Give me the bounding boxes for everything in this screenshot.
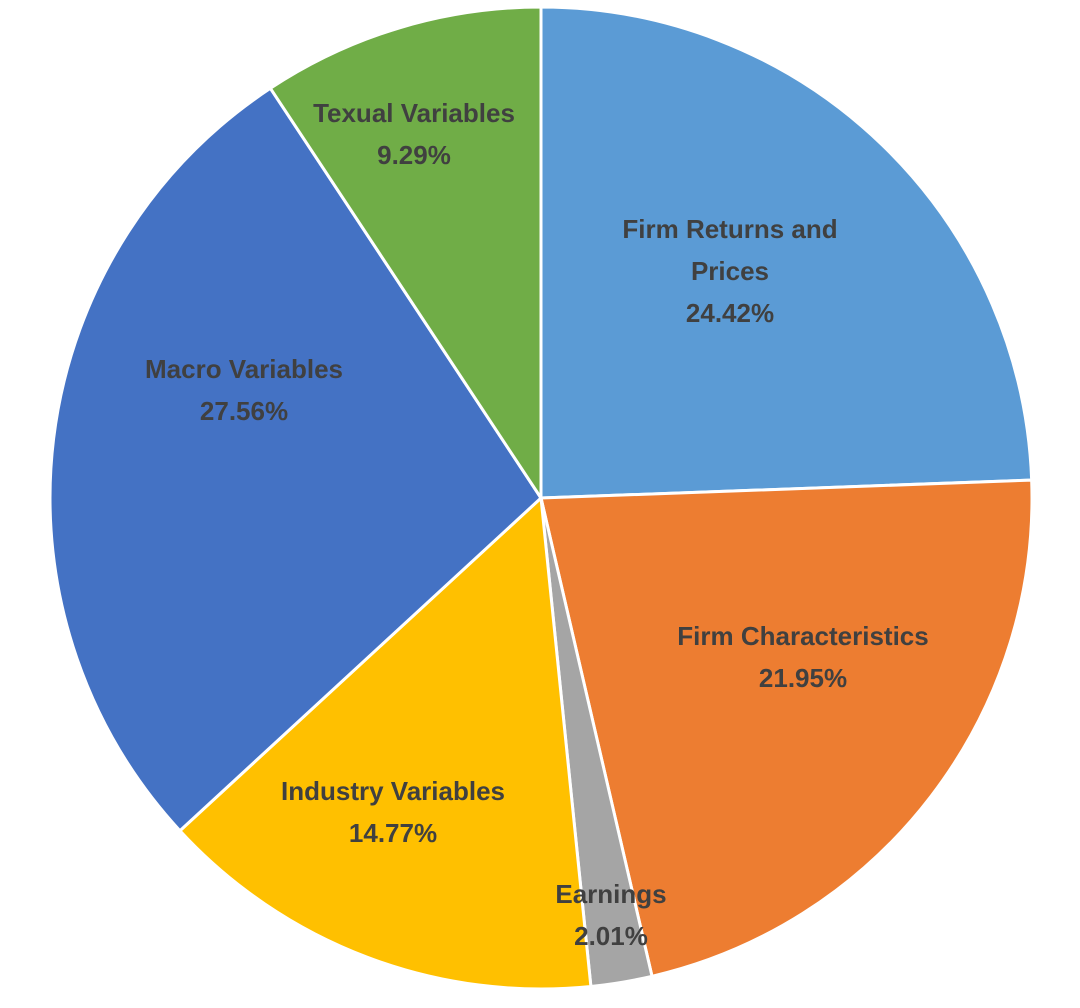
pie-slices: [48, 5, 1034, 991]
slice-category-label: Firm Characteristics: [677, 621, 928, 651]
slice-category-label: Earnings: [555, 879, 666, 909]
slice-category-label: Macro Variables: [145, 354, 343, 384]
slice-category-label: Firm Returns and: [622, 214, 837, 244]
slice-category-label: Prices: [691, 256, 769, 286]
slice-label-4: Macro Variables 27.56%: [145, 354, 343, 426]
slice-label-3: Industry Variables 14.77%: [281, 776, 505, 848]
pie-slice-1: [539, 478, 1034, 979]
slice-value-label: 9.29%: [377, 140, 451, 170]
slice-label-5: Texual Variables 9.29%: [313, 98, 515, 170]
slice-value-label: 24.42%: [686, 298, 774, 328]
pie-slice-4: [48, 86, 543, 833]
slice-label-2: Earnings 2.01%: [555, 879, 666, 951]
pie-slice-0: [539, 5, 1034, 500]
slice-value-label: 21.95%: [759, 663, 847, 693]
slice-category-label: Texual Variables: [313, 98, 515, 128]
slice-label-0: Firm Returns and Prices 24.42%: [622, 214, 837, 328]
slice-category-label: Industry Variables: [281, 776, 505, 806]
slice-value-label: 2.01%: [574, 921, 648, 951]
slice-value-label: 27.56%: [200, 396, 288, 426]
pie-slice-5: [268, 5, 543, 503]
slice-value-label: 14.77%: [349, 818, 437, 848]
slice-label-1: Firm Characteristics 21.95%: [677, 621, 928, 693]
pie-slice-3: [177, 494, 593, 991]
pie-labels: Firm Returns and Prices 24.42% Firm Charact…: [145, 98, 929, 951]
